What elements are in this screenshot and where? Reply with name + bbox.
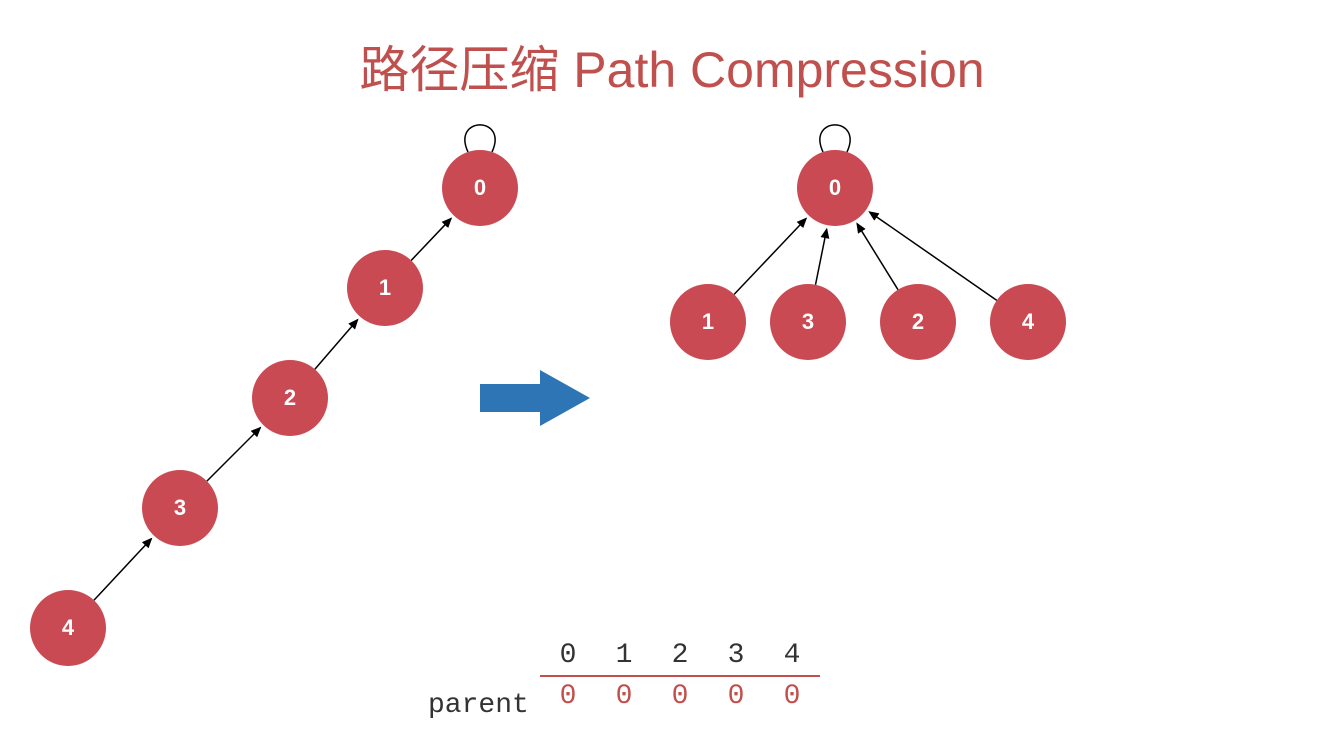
node-label: 1 (702, 309, 714, 335)
edge-left-4-3 (94, 539, 151, 601)
parent-table: 01234 00000 (540, 640, 820, 712)
node-label: 1 (379, 275, 391, 301)
diagram-title: 路径压缩 Path Compression (0, 30, 1344, 102)
node-right-1: 1 (670, 284, 746, 360)
node-label: 0 (829, 175, 841, 201)
parent-table-value-cell: 0 (540, 681, 596, 712)
node-label: 4 (1022, 309, 1034, 335)
parent-table-index-cell: 3 (708, 640, 764, 671)
node-left-1: 1 (347, 250, 423, 326)
edge-left-2-1 (315, 320, 358, 369)
parent-table-value-cell: 0 (708, 681, 764, 712)
parent-table-rule (540, 675, 820, 677)
edge-right-3-0 (816, 229, 827, 285)
selfloop-left-0 (465, 125, 495, 152)
node-left-0: 0 (442, 150, 518, 226)
node-right-2: 2 (880, 284, 956, 360)
node-left-2: 2 (252, 360, 328, 436)
node-label: 3 (174, 495, 186, 521)
edge-left-1-0 (411, 218, 451, 260)
node-label: 2 (912, 309, 924, 335)
parent-table-index-cell: 0 (540, 640, 596, 671)
parent-table-index-cell: 2 (652, 640, 708, 671)
node-left-4: 4 (30, 590, 106, 666)
parent-table-index-cell: 4 (764, 640, 820, 671)
parent-table-index-cell: 1 (596, 640, 652, 671)
node-label: 3 (802, 309, 814, 335)
parent-table-value-cell: 0 (596, 681, 652, 712)
parent-table-value-row: 00000 (540, 681, 820, 712)
parent-table-index-row: 01234 (540, 640, 820, 671)
parent-table-label: parent (428, 690, 529, 721)
node-right-0: 0 (797, 150, 873, 226)
edge-left-3-2 (207, 428, 260, 481)
edge-right-2-0 (857, 224, 898, 290)
parent-table-value-cell: 0 (652, 681, 708, 712)
edge-right-1-0 (734, 218, 806, 294)
node-left-3: 3 (142, 470, 218, 546)
parent-table-value-cell: 0 (764, 681, 820, 712)
node-label: 2 (284, 385, 296, 411)
node-label: 0 (474, 175, 486, 201)
node-label: 4 (62, 615, 74, 641)
node-right-4: 4 (990, 284, 1066, 360)
node-right-3: 3 (770, 284, 846, 360)
transition-arrow (480, 370, 590, 426)
selfloop-right-0 (820, 125, 850, 152)
